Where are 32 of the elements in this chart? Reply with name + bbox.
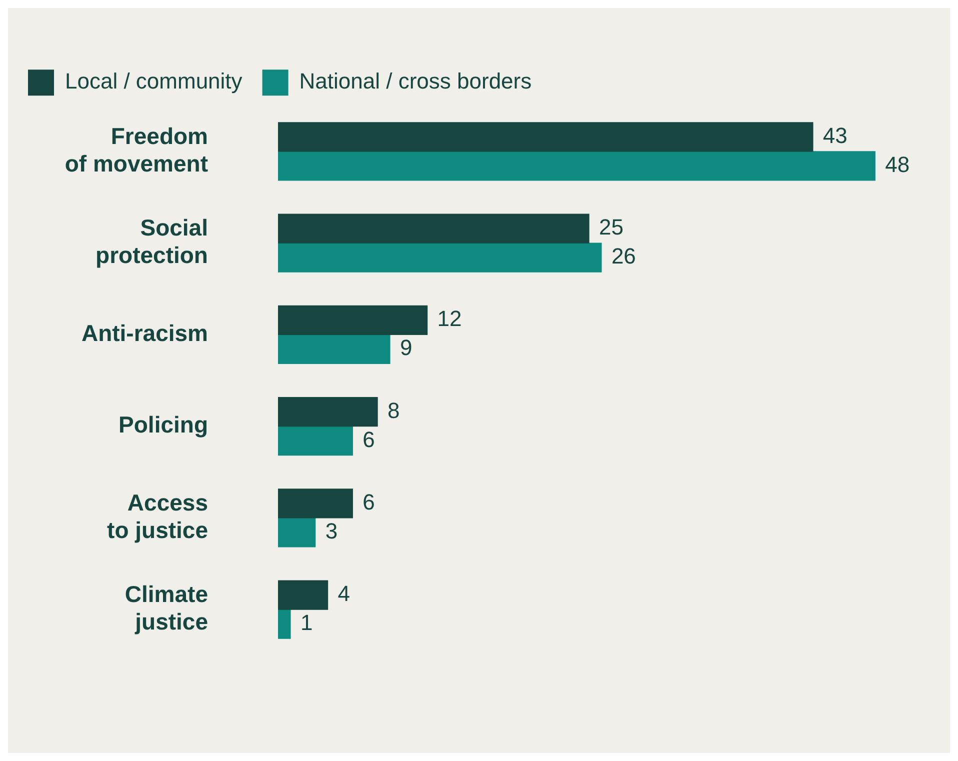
bar bbox=[278, 396, 378, 427]
bar bbox=[278, 488, 353, 518]
bar bbox=[278, 518, 316, 548]
y-tick-label: Climate justice bbox=[124, 581, 208, 635]
data-label: 1 bbox=[300, 610, 313, 636]
data-label: 6 bbox=[362, 490, 375, 515]
data-label: 4 bbox=[338, 581, 350, 606]
legend-label: Local / community bbox=[65, 68, 242, 94]
data-label: 48 bbox=[885, 152, 910, 177]
bar bbox=[278, 242, 602, 272]
y-tick-label: Policing bbox=[118, 412, 208, 438]
y-tick-label: Access to justice bbox=[107, 489, 208, 544]
bar bbox=[278, 122, 814, 152]
data-label: 6 bbox=[362, 426, 375, 452]
data-label: 3 bbox=[325, 518, 338, 544]
data-label: 9 bbox=[400, 335, 412, 360]
data-label: 8 bbox=[388, 398, 400, 423]
bar bbox=[278, 609, 291, 639]
bar bbox=[278, 580, 328, 610]
data-label: 43 bbox=[822, 122, 848, 148]
y-tick-label: Social protection bbox=[96, 214, 208, 268]
data-label: 26 bbox=[611, 244, 636, 269]
bar bbox=[278, 334, 390, 364]
data-label: 12 bbox=[437, 306, 462, 332]
bar bbox=[278, 305, 428, 336]
y-tick-label: Freedom of movement bbox=[64, 122, 208, 177]
bar bbox=[278, 151, 876, 181]
bar bbox=[278, 214, 590, 244]
data-label: 25 bbox=[599, 214, 624, 240]
y-tick-label: Anti-racism bbox=[81, 320, 208, 346]
bar bbox=[278, 426, 353, 456]
legend-label: National / cross borders bbox=[299, 68, 532, 94]
